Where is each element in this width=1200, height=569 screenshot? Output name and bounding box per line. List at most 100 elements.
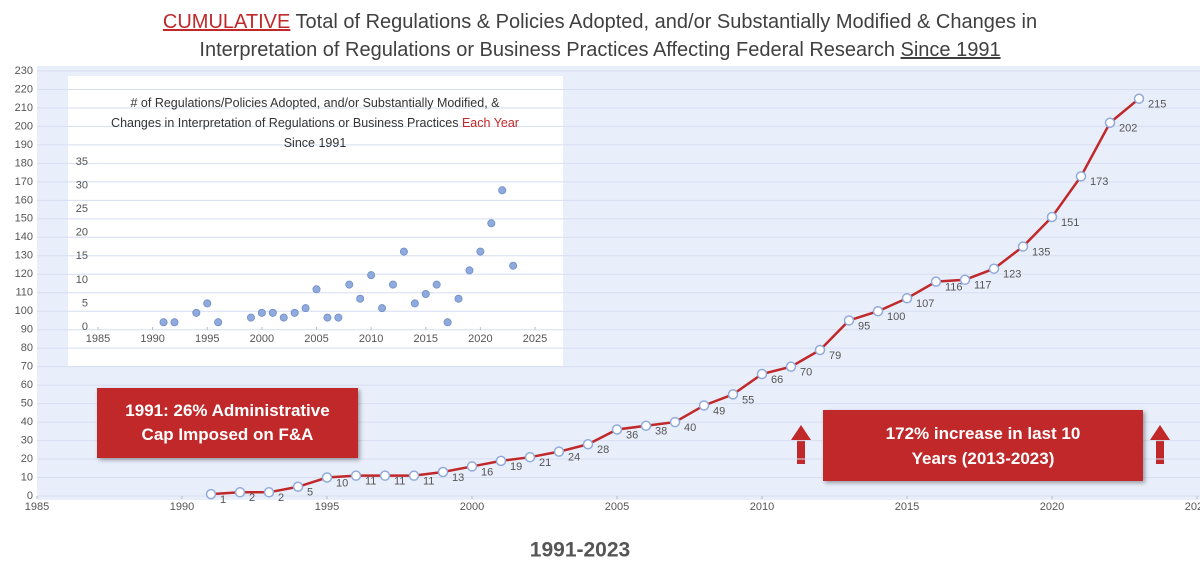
y-tick-label: 230 <box>15 65 33 77</box>
y-tick-label: 20 <box>76 227 88 239</box>
y-tick-label: 120 <box>15 268 33 280</box>
x-tick-label: 2005 <box>605 501 629 513</box>
x-tick-label: 2010 <box>359 333 383 345</box>
point <box>345 280 354 289</box>
title-highlight: CUMULATIVE <box>162 11 291 33</box>
y-tick-label: 70 <box>21 361 33 373</box>
data-label: 19 <box>510 461 522 473</box>
title-tail: Since 1991 <box>900 39 1001 61</box>
data-label: 215 <box>1148 99 1166 111</box>
data-label: 135 <box>1032 246 1050 258</box>
annotation: 1991: 26% Administrative Cap Imposed on … <box>97 388 358 458</box>
inset-title-highlight: Each Year <box>461 116 519 130</box>
data-label: 5 <box>307 487 313 499</box>
point <box>367 271 376 280</box>
y-tick-label: 200 <box>15 120 33 132</box>
point <box>350 470 362 481</box>
inset-title-text: # of Regulations/Policies Adopted, and/o… <box>111 96 500 130</box>
y-tick-label: 10 <box>21 471 33 483</box>
y-tick-label: 20 <box>21 453 33 465</box>
point <box>524 451 536 463</box>
arrow <box>791 425 1170 464</box>
y-tick-label: 110 <box>15 287 33 299</box>
x-tick-label: 2020 <box>468 333 492 345</box>
y-tick-label: 220 <box>15 83 33 95</box>
title-text: Total of Regulations & Policies Adopted,… <box>199 11 1038 61</box>
inset-title-tail: Since 1991 <box>283 136 347 150</box>
data-label: 79 <box>829 350 841 362</box>
point <box>509 261 518 270</box>
point <box>487 219 496 228</box>
point <box>321 472 333 483</box>
point <box>727 389 739 400</box>
point <box>379 470 391 481</box>
point <box>872 305 884 317</box>
point <box>930 276 942 287</box>
point <box>669 416 681 428</box>
point <box>388 280 397 289</box>
point <box>408 470 420 481</box>
point <box>901 293 913 304</box>
x-tick-label: 2000 <box>460 501 484 513</box>
data-label: 21 <box>539 457 551 469</box>
inset-background <box>68 76 563 366</box>
point <box>582 439 594 450</box>
point <box>756 368 768 380</box>
point <box>814 344 826 356</box>
x-tick-label: 1985 <box>86 333 110 345</box>
point <box>257 308 266 317</box>
data-label: 49 <box>713 405 725 417</box>
point <box>465 266 474 275</box>
data-label: 11 <box>423 476 434 488</box>
point <box>334 313 343 322</box>
y-tick-label: 0 <box>27 490 33 502</box>
y-tick-label: 170 <box>15 176 33 188</box>
data-label: 107 <box>916 298 934 310</box>
x-tick-label: 1995 <box>195 333 219 345</box>
y-tick-label: 10 <box>76 274 88 286</box>
point <box>785 361 797 372</box>
data-label: 116 <box>945 282 963 294</box>
y-tick-label: 150 <box>15 213 33 225</box>
data-label: 28 <box>597 444 609 456</box>
point <box>378 304 387 313</box>
point <box>454 294 463 303</box>
data-label: 40 <box>684 422 696 434</box>
y-tick-label: 30 <box>76 179 88 191</box>
x-tick-label: 1990 <box>170 501 194 513</box>
data-label: 2 <box>278 492 284 504</box>
point <box>432 280 441 289</box>
data-label: 55 <box>742 394 754 406</box>
y-tick-label: 190 <box>15 139 33 151</box>
point <box>553 446 565 457</box>
x-tick-label: 2010 <box>750 501 774 513</box>
point <box>1075 171 1087 182</box>
point <box>410 299 419 308</box>
data-label: 95 <box>858 320 870 332</box>
y-tick-label: 130 <box>15 250 33 262</box>
point <box>437 466 449 478</box>
data-label: 117 <box>974 280 992 292</box>
point <box>1133 93 1145 104</box>
data-label: 66 <box>771 374 783 386</box>
y-tick-label: 30 <box>21 434 33 446</box>
point <box>443 318 452 327</box>
data-label: 70 <box>800 367 812 379</box>
data-label: 11 <box>365 476 376 488</box>
point <box>1017 241 1029 252</box>
point <box>323 313 332 322</box>
y-tick-label: 100 <box>15 305 33 317</box>
inset-title: # of Regulations/Policies Adopted, and/o… <box>110 93 520 153</box>
data-label: 16 <box>481 466 493 478</box>
x-tick-label: 1990 <box>140 333 164 345</box>
x-tick-label: 2025 <box>523 333 547 345</box>
data-label: 13 <box>452 472 464 484</box>
point <box>268 308 277 317</box>
x-tick-label: 2015 <box>895 501 919 513</box>
point <box>1046 211 1058 223</box>
point <box>476 247 485 256</box>
annotation: 172% increase in last 10 Years (2013-202… <box>823 410 1143 481</box>
point <box>843 315 855 326</box>
point <box>292 481 304 493</box>
